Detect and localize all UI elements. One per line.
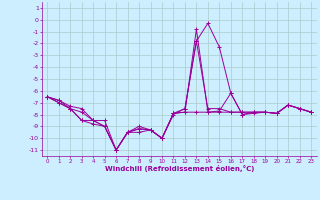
- X-axis label: Windchill (Refroidissement éolien,°C): Windchill (Refroidissement éolien,°C): [105, 165, 254, 172]
